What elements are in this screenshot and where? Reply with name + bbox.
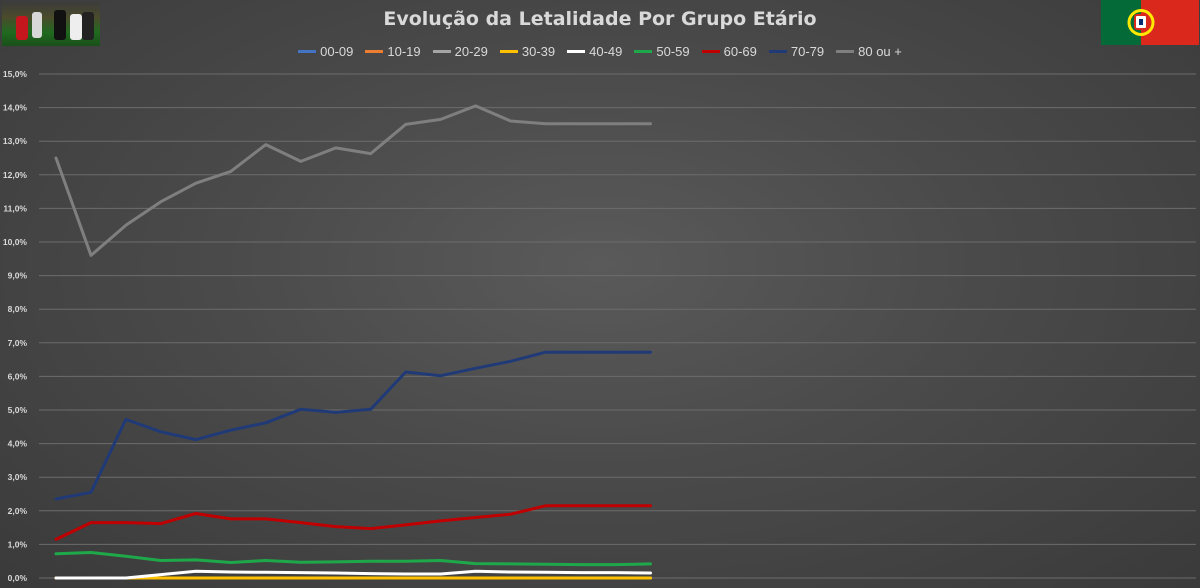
y-tick-label: 11,0%	[3, 203, 27, 213]
y-tick-label: 0,0%	[8, 573, 28, 583]
legend-swatch	[701, 50, 720, 53]
legend-swatch	[365, 50, 384, 53]
y-tick-label: 14,0%	[3, 103, 28, 113]
legend-label: 00-09	[320, 44, 354, 59]
legend-label: 40-49	[589, 44, 623, 59]
y-tick-label: 15,0%	[3, 69, 28, 79]
y-tick-label: 12,0%	[3, 170, 28, 180]
legend-swatch	[768, 50, 787, 53]
legend-swatch	[567, 50, 586, 53]
portugal-flag-icon	[1101, 0, 1199, 45]
legend-label: 80 ou +	[858, 44, 902, 59]
chart-title: Evolução da Letalidade Por Grupo Etário	[383, 8, 817, 30]
y-tick-label: 6,0%	[8, 371, 28, 381]
y-tick-label: 8,0%	[8, 304, 28, 314]
legend-item: 60-69	[701, 44, 757, 59]
y-tick-label: 9,0%	[8, 271, 28, 281]
legend-swatch	[298, 50, 317, 53]
y-tick-label: 5,0%	[8, 405, 28, 415]
legend-swatch	[499, 50, 518, 53]
series-line-40-49	[54, 569, 652, 580]
series-line-50-59	[54, 551, 652, 567]
series-line-60-69	[54, 504, 652, 541]
y-tick-label: 1,0%	[8, 539, 28, 549]
chart-legend: 00-09 10-19 20-29 30-39 40-49 50-59 60-69 70-79…	[0, 44, 1200, 59]
legend-label: 10-19	[387, 44, 421, 59]
series-line-80-ou-	[54, 104, 652, 257]
y-tick-label: 3,0%	[8, 472, 28, 482]
y-tick-label: 4,0%	[8, 439, 28, 449]
legend-label: 30-39	[521, 44, 556, 59]
legend-item: 20-29	[432, 44, 488, 59]
legend-label: 50-59	[656, 44, 690, 59]
legend-label: 20-29	[454, 44, 488, 59]
legend-item: 70-79	[768, 44, 825, 59]
legend-swatch	[836, 50, 855, 53]
legend-swatch	[634, 50, 653, 53]
legend-item: 50-59	[634, 44, 690, 59]
legend-item: 80 ou +	[836, 44, 902, 59]
y-tick-label: 10,0%	[3, 237, 28, 247]
legend-item: 10-19	[365, 44, 421, 59]
legend-label: 60-69	[723, 44, 757, 59]
series-line-70-79	[54, 350, 652, 501]
legend-item: 30-39	[499, 44, 556, 59]
y-tick-label: 7,0%	[8, 338, 28, 348]
y-tick-label: 2,0%	[8, 506, 28, 516]
legend-item: 00-09	[298, 44, 353, 59]
y-tick-label: 13,0%	[3, 136, 28, 146]
legend-swatch	[432, 50, 451, 53]
logo-image	[2, 2, 100, 46]
legend-label: 70-79	[790, 44, 825, 59]
legend-item: 40-49	[567, 44, 622, 59]
